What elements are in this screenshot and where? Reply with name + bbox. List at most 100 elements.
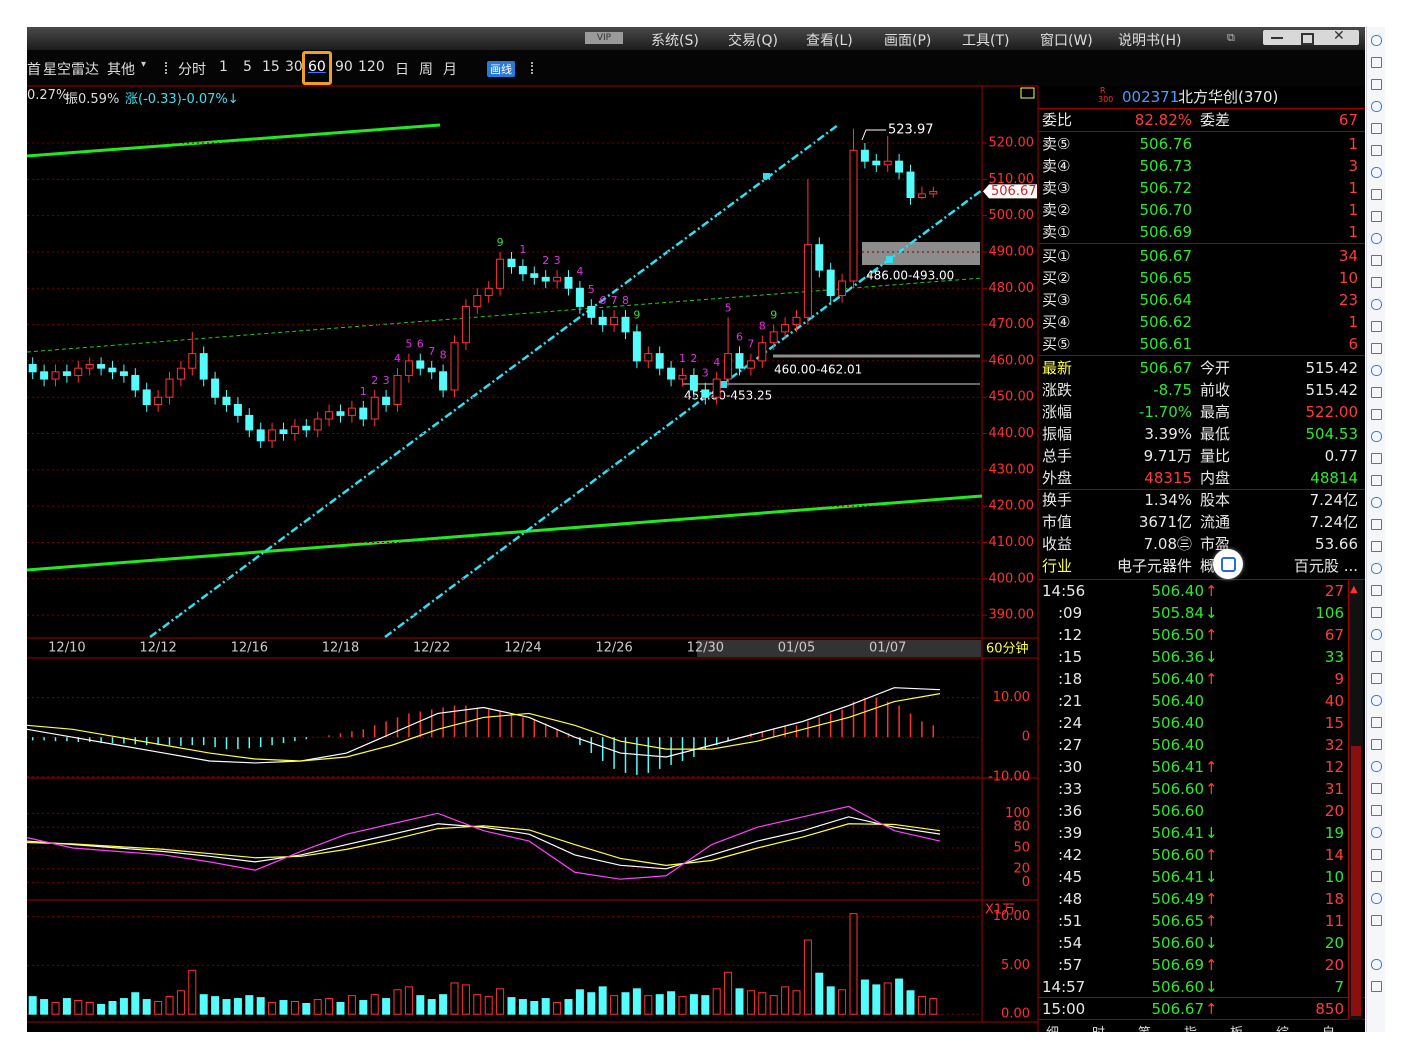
tool-icon[interactable] [1371,761,1382,772]
bottom-tab[interactable]: 笔 [1138,1022,1151,1032]
toolbar-item[interactable]: 其他 [107,62,135,78]
tick-time: :54 [1058,934,1083,952]
tool-icon[interactable] [1371,35,1382,46]
tool-icon[interactable] [1371,101,1382,112]
tool-icon[interactable] [1371,365,1382,376]
bottom-tab[interactable]: 自 [1322,1022,1335,1032]
period-button[interactable]: 日 [395,62,409,78]
stat-label: 最高 [1200,403,1231,421]
tool-icon[interactable] [1371,299,1382,310]
tool-icon[interactable] [1371,233,1382,244]
period-button[interactable]: 15 [262,59,280,75]
channel-handle[interactable] [763,173,770,180]
tool-icon[interactable] [1371,717,1382,728]
menu-item[interactable]: 画面(P) [884,33,932,49]
period-button[interactable]: 周 [419,62,433,78]
tool-icon[interactable] [1371,739,1382,750]
tool-icon[interactable] [1371,871,1382,882]
scroll-thumb[interactable] [1351,746,1361,1016]
bottom-tab[interactable]: 细 [1046,1022,1059,1032]
tick-arrow: ↑ [1205,1000,1218,1018]
tool-icon[interactable] [1371,145,1382,156]
tool-icon[interactable] [1371,277,1382,288]
tick-time: 14:57 [1042,978,1086,996]
tool-icon[interactable] [1371,123,1382,134]
floating-button[interactable] [1213,549,1243,579]
period-button[interactable]: 1 [219,59,228,75]
tool-icon[interactable] [1371,981,1382,992]
bottom-tab[interactable]: 板 [1230,1022,1243,1032]
tool-icon[interactable] [1371,673,1382,684]
tool-icon[interactable] [1371,321,1382,332]
period-button[interactable]: 分时 [178,62,206,78]
menu-item[interactable]: 交易(Q) [728,33,778,49]
menu-item[interactable]: 工具(T) [962,33,1010,49]
dropdown-caret[interactable]: ▾ [141,59,147,70]
tool-icon[interactable] [1371,343,1382,354]
tool-icon[interactable] [1371,211,1382,222]
tool-icon[interactable] [1371,651,1382,662]
toolbar-item[interactable]: 星空雷达 [43,62,99,78]
maximize[interactable] [1301,33,1314,45]
close[interactable]: ✕ [1333,28,1345,44]
toolbar-item[interactable]: 首 [27,62,41,78]
restore-icon[interactable]: ⧉ [1227,31,1235,44]
tool-icon[interactable] [1371,541,1382,552]
vip-badge[interactable]: VIP [585,32,623,44]
tool-icon[interactable] [1371,497,1382,508]
menu-item[interactable]: 窗口(W) [1040,33,1093,49]
channel-handle[interactable] [720,381,727,388]
menu-item[interactable]: 查看(L) [806,33,853,49]
tool-icon[interactable] [1371,79,1382,90]
stat-value: 48814 [1310,469,1358,487]
panel-toggle[interactable] [1020,87,1035,99]
tool-icon[interactable] [1371,255,1382,266]
ratio-value: 67 [1338,111,1358,129]
tool-icon[interactable] [1371,387,1382,398]
tool-icon[interactable] [1371,783,1382,794]
tool-icon[interactable] [1371,57,1382,68]
menu-item[interactable]: 说明书(H) [1118,33,1182,49]
tick-time: :39 [1058,824,1083,842]
period-button[interactable]: 30 [285,59,303,75]
tool-icon[interactable] [1371,959,1382,970]
tool-icon[interactable] [1371,453,1382,464]
minimize[interactable] [1271,37,1283,39]
tool-icon[interactable] [1371,167,1382,178]
period-button[interactable]: 60 [308,59,326,75]
volume-bar [382,998,391,1015]
tool-icon[interactable] [1371,431,1382,442]
tool-icon[interactable] [1371,189,1382,200]
bottom-tab[interactable]: 综 [1276,1022,1289,1032]
tool-icon[interactable] [1371,915,1382,926]
period-button[interactable]: 5 [243,59,252,75]
tool-icon[interactable] [1371,827,1382,838]
sequence-label: 9 [633,309,640,322]
tool-icon[interactable] [1371,475,1382,486]
tool-icon[interactable] [1371,585,1382,596]
candle-body [97,364,106,369]
tick-price: 506.40 [1151,670,1205,688]
tool-icon[interactable] [1371,409,1382,420]
channel-handle[interactable] [886,256,893,263]
period-button[interactable]: 月 [443,62,457,78]
draw-button[interactable]: 画线 [487,61,515,77]
bottom-tab[interactable]: 指 [1184,1022,1197,1032]
period-button[interactable]: 90 [335,59,353,75]
tool-icon[interactable] [1371,629,1382,640]
menu-item[interactable]: 系统(S) [651,33,699,49]
tool-icon[interactable] [1371,805,1382,816]
tool-icon[interactable] [1371,695,1382,706]
tick-volume: 33 [1324,648,1344,666]
y-tick-label: 400.00 [989,571,1035,586]
tool-icon[interactable] [1371,893,1382,904]
tool-icon[interactable] [1371,607,1382,618]
bottom-tab[interactable]: 时 [1092,1022,1105,1032]
stat-label: 流通 [1200,513,1231,531]
tool-icon[interactable] [1371,563,1382,574]
period-button[interactable]: 120 [358,59,385,75]
tool-icon[interactable] [1371,849,1382,860]
scroll-arrow[interactable]: ▲ [1350,584,1358,595]
volume-bar [154,1001,163,1015]
tool-icon[interactable] [1371,519,1382,530]
